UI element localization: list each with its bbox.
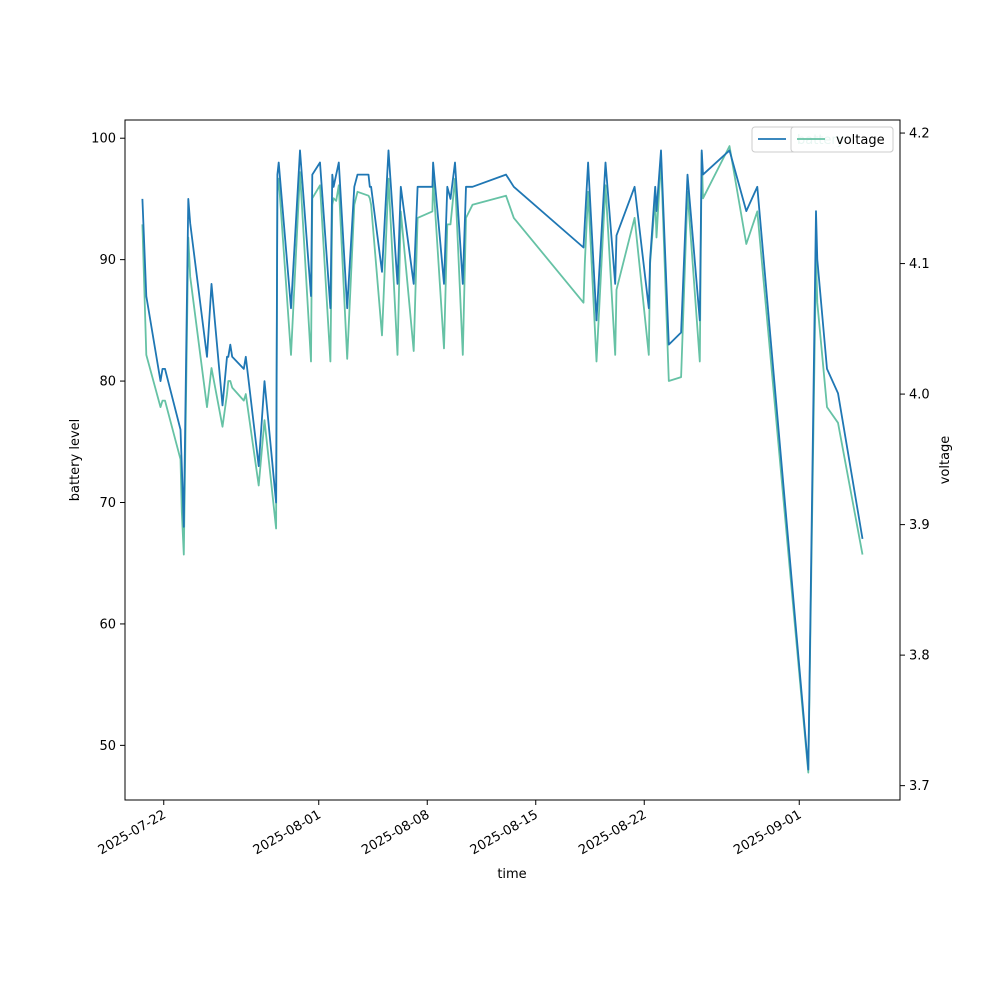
y-right-tick-label: 4.1 — [909, 257, 930, 272]
series-line-voltage — [141, 145, 864, 774]
y-axis-right-label: voltage — [938, 436, 953, 485]
legend-label-voltage: voltage — [836, 133, 885, 148]
series-layer — [141, 145, 864, 774]
y-right-tick-label: 4.0 — [909, 388, 930, 403]
y-left-tick-label: 60 — [99, 617, 116, 632]
plot-frame — [124, 119, 901, 801]
y-axis-left-label: battery level — [68, 419, 83, 502]
plot-area — [125, 120, 900, 800]
y-left-tick-label: 50 — [99, 739, 116, 754]
y-left-tick-label: 80 — [99, 375, 116, 390]
legend-box-voltage — [790, 126, 894, 153]
x-axis-label: time — [497, 867, 526, 882]
y-right-tick-label: 3.9 — [909, 518, 930, 533]
y-right-tick-label: 3.7 — [909, 779, 930, 794]
legend: batteryvoltage — [751, 126, 894, 153]
series-line-battery — [141, 149, 864, 771]
y-right-tick-label: 3.8 — [909, 649, 930, 664]
y-left-tick-label: 70 — [99, 496, 116, 511]
y-axis-left: 50 60 70 80 90 100 — [91, 132, 125, 754]
y-left-tick-label: 90 — [99, 253, 116, 268]
y-left-tick-label: 100 — [91, 132, 116, 147]
y-right-tick-label: 4.2 — [909, 127, 930, 142]
y-axis-right: 3.7 3.8 3.9 4.0 4.1 4.2 — [900, 127, 930, 794]
